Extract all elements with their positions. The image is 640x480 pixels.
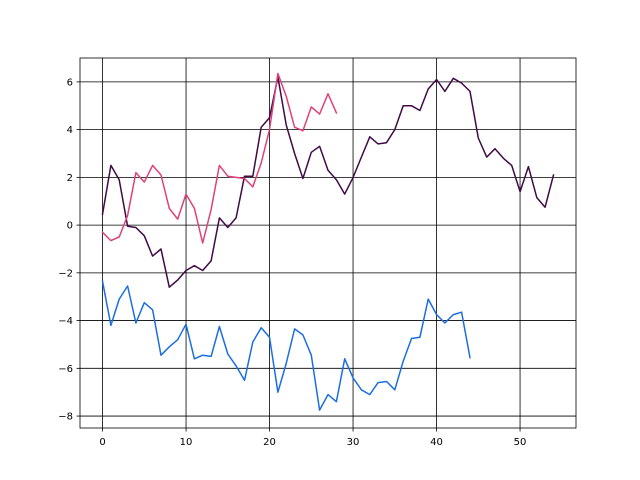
x-tick-label: 40 xyxy=(430,437,443,448)
x-tick-label: 50 xyxy=(514,437,527,448)
x-tick-label: 20 xyxy=(263,437,276,448)
series-line-1 xyxy=(101,76,555,288)
y-tick-label: 4 xyxy=(67,125,73,136)
y-tick-label: −2 xyxy=(58,268,73,279)
x-tick-label: 30 xyxy=(347,437,360,448)
y-tick-label: 6 xyxy=(67,77,73,88)
y-tick-label: −4 xyxy=(58,316,73,327)
y-tick-label: 2 xyxy=(67,173,73,184)
series-line-2 xyxy=(101,72,338,244)
y-tick-label: 0 xyxy=(67,221,73,232)
x-tick-label: 10 xyxy=(180,437,193,448)
x-tick-label: 0 xyxy=(99,437,105,448)
y-tick-label: −6 xyxy=(58,364,73,375)
x-axis: 0 10 20 30 40 50 xyxy=(99,428,526,448)
y-tick-label: −8 xyxy=(58,412,73,423)
y-axis: −8 −6 −4 −2 0 2 4 6 xyxy=(58,77,80,423)
series-line-3 xyxy=(101,280,471,411)
plot-frame xyxy=(79,57,577,429)
series-group xyxy=(101,72,555,411)
grid-lines xyxy=(80,58,576,428)
